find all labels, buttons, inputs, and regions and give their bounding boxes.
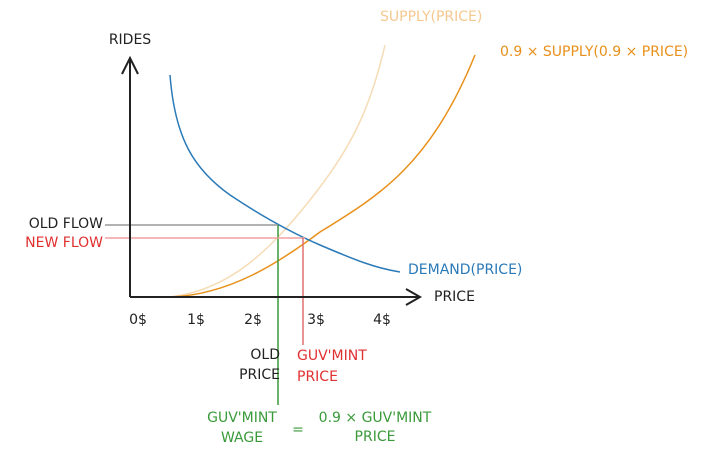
y-axis-label: RIDES bbox=[109, 32, 151, 48]
supply-label: SUPPLY(PRICE) bbox=[380, 9, 482, 25]
equation-operator: = bbox=[292, 422, 304, 438]
govt-price-label: GUV'MINT bbox=[297, 348, 367, 364]
y-axis bbox=[121, 55, 139, 297]
equation-left: GUV'MINT bbox=[207, 410, 277, 426]
equation-right: PRICE bbox=[355, 429, 396, 445]
govt-price-label: PRICE bbox=[297, 369, 338, 385]
equation-left: WAGE bbox=[221, 430, 263, 446]
new-flow-label: NEW FLOW bbox=[25, 235, 103, 251]
demand-curve bbox=[169, 74, 401, 273]
x-axis-label: PRICE bbox=[434, 289, 475, 305]
taxed-supply-curve bbox=[169, 54, 476, 298]
demand-label: DEMAND(PRICE) bbox=[408, 262, 522, 278]
supply-curve bbox=[169, 44, 386, 298]
x-tick-label: 3$ bbox=[307, 312, 325, 328]
equation-right: 0.9 × GUV'MINT bbox=[319, 410, 432, 426]
x-tick-label: 0$ bbox=[129, 312, 147, 328]
x-tick-label: 4$ bbox=[373, 312, 391, 328]
x-tick-label: 2$ bbox=[244, 312, 262, 328]
old-price-label: OLD bbox=[250, 347, 280, 363]
taxed-supply-label: 0.9 × SUPPLY(0.9 × PRICE) bbox=[500, 44, 688, 60]
x-axis bbox=[130, 288, 423, 306]
x-tick-label: 1$ bbox=[187, 312, 205, 328]
old-price-label: PRICE bbox=[239, 367, 280, 383]
old-flow-label: OLD FLOW bbox=[29, 216, 103, 232]
